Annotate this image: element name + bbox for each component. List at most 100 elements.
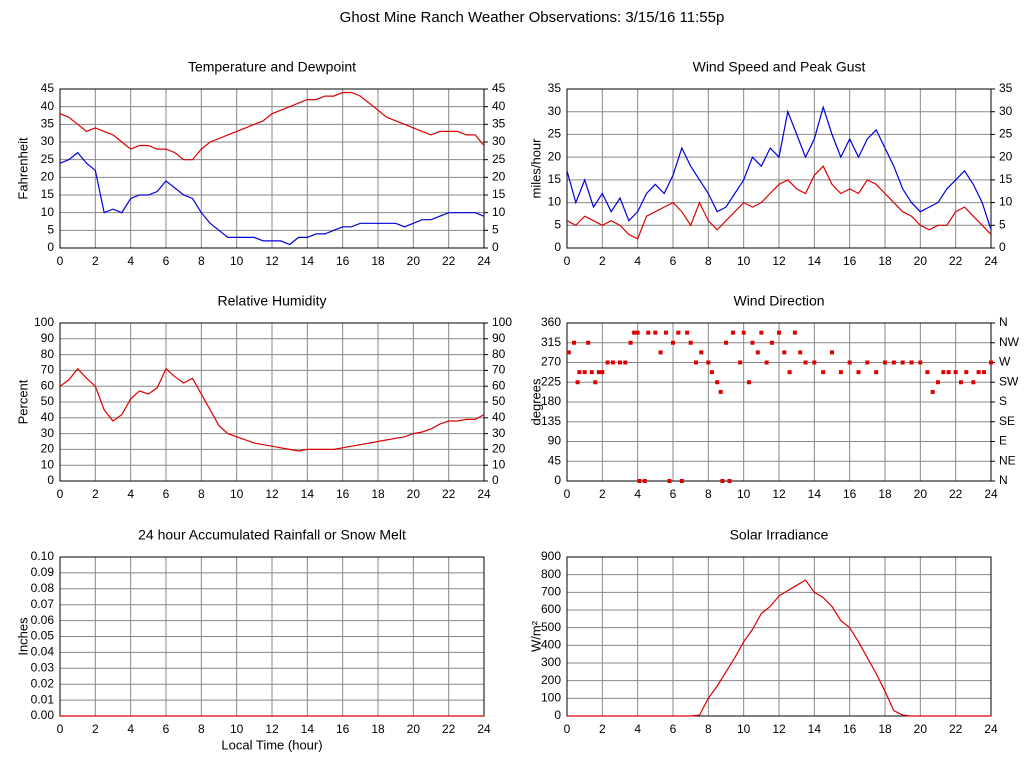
panel-title: Temperature and Dewpoint [188, 59, 356, 75]
x-tick-label: 2 [599, 722, 606, 736]
x-tick-label: 10 [230, 722, 244, 736]
y2-tick-label: E [999, 434, 1007, 448]
x-tick-label: 12 [265, 722, 279, 736]
x-tick-label: 0 [564, 722, 571, 736]
x-tick-label: 20 [914, 487, 928, 501]
y-tick-label: 40 [41, 99, 55, 113]
x-tick-label: 16 [336, 722, 350, 736]
y2-tick-label: 70 [492, 363, 506, 377]
x-tick-label: 6 [670, 722, 677, 736]
data-point [610, 360, 615, 365]
data-point [777, 330, 781, 335]
data-line [566, 165, 992, 240]
data-point [769, 340, 774, 345]
y-tick-label: 0 [554, 473, 561, 487]
x-axis-label: Local Time (hour) [221, 737, 322, 752]
y2-tick-label: 30 [492, 134, 506, 148]
y2-tick-label: 20 [492, 442, 506, 456]
panel-title: Wind Speed and Peak Gust [693, 59, 866, 75]
data-line [59, 151, 485, 246]
data-point [755, 350, 760, 355]
y-tick-label: 315 [541, 335, 561, 349]
y-tick-label: 35 [548, 81, 562, 95]
x-tick-label: 14 [301, 254, 315, 268]
y2-tick-label: N [999, 473, 1008, 487]
data-point [909, 360, 914, 365]
y2-tick-label: 80 [492, 347, 506, 361]
data-point [958, 380, 963, 385]
x-tick-label: 14 [808, 722, 822, 736]
y-tick-label: 600 [541, 602, 561, 616]
data-point [727, 479, 732, 483]
y2-tick-label: 15 [999, 172, 1013, 186]
data-point [676, 330, 681, 335]
x-tick-label: 2 [92, 487, 99, 501]
figure-title: Ghost Mine Ranch Weather Observations: 3… [340, 9, 725, 26]
data-point [746, 380, 751, 385]
panel-title: 24 hour Accumulated Rainfall or Snow Mel… [138, 527, 406, 543]
y2-tick-label: NE [999, 453, 1016, 467]
data-point [803, 360, 808, 365]
y-axis-label: degrees [528, 378, 543, 425]
y2-tick-label: 10 [492, 457, 506, 471]
y-tick-label: 90 [41, 331, 55, 345]
data-point [847, 360, 852, 365]
y-tick-label: 0.07 [31, 597, 55, 611]
data-point [642, 479, 647, 483]
y-tick-label: 900 [541, 549, 561, 563]
data-point [891, 360, 896, 365]
y-tick-label: 70 [41, 363, 55, 377]
data-point [566, 350, 571, 355]
y-tick-label: 5 [554, 217, 561, 231]
data-point [936, 380, 940, 385]
y-tick-label: 100 [34, 315, 54, 329]
data-point [787, 370, 792, 375]
y-axis-label: Fahrenheit [15, 137, 30, 200]
x-tick-label: 4 [634, 254, 641, 268]
data-point [632, 330, 637, 335]
data-point [715, 380, 720, 385]
x-tick-label: 4 [127, 722, 134, 736]
x-tick-label: 6 [163, 254, 170, 268]
y2-tick-label: W [999, 355, 1011, 369]
x-tick-label: 18 [878, 487, 892, 501]
y-tick-label: 5 [47, 223, 54, 237]
plot-frame [59, 88, 485, 249]
x-tick-label: 14 [301, 487, 315, 501]
y-tick-label: 0.01 [31, 692, 55, 706]
data-point [925, 370, 930, 375]
x-tick-label: 12 [772, 254, 786, 268]
y-tick-label: 180 [541, 394, 561, 408]
plot-frame [566, 322, 992, 482]
y-tick-label: 300 [541, 655, 561, 669]
x-tick-label: 6 [670, 487, 677, 501]
data-point [586, 340, 591, 345]
y2-tick-label: 25 [999, 127, 1013, 141]
data-point [782, 350, 787, 355]
y-tick-label: 25 [41, 152, 55, 166]
data-line [566, 105, 992, 230]
x-tick-label: 18 [878, 722, 892, 736]
y-tick-label: 100 [541, 691, 561, 705]
data-point [838, 370, 843, 375]
data-point [971, 380, 976, 385]
data-point [792, 330, 797, 335]
x-tick-label: 24 [984, 487, 998, 501]
x-tick-label: 0 [57, 722, 64, 736]
data-point [798, 350, 803, 355]
data-point [663, 330, 668, 335]
y-tick-label: 0.09 [31, 565, 55, 579]
y-axis-label: Inches [15, 617, 30, 656]
x-tick-label: 0 [57, 487, 64, 501]
x-tick-label: 22 [442, 722, 456, 736]
x-tick-label: 16 [336, 254, 350, 268]
y-tick-label: 45 [41, 81, 55, 95]
data-point [964, 370, 969, 375]
x-tick-label: 2 [92, 254, 99, 268]
x-tick-label: 8 [198, 487, 205, 501]
x-tick-label: 10 [737, 487, 751, 501]
y2-tick-label: 60 [492, 378, 506, 392]
x-tick-label: 12 [265, 487, 279, 501]
x-tick-label: 16 [843, 722, 857, 736]
